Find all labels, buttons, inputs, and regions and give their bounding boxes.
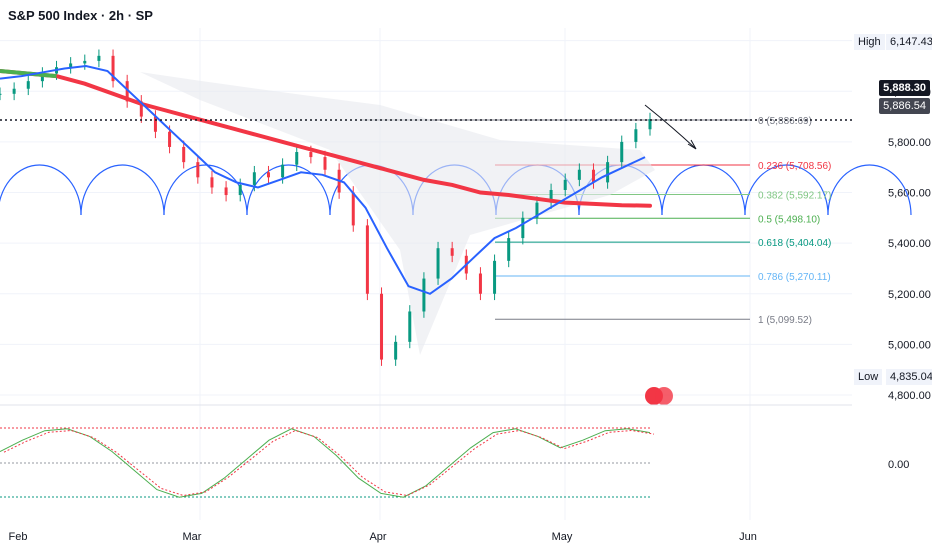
price-tick-label: 5,800.00: [888, 137, 931, 149]
candle-body: [535, 202, 539, 218]
cycle-arc: [744, 164, 829, 216]
candle-body: [12, 88, 16, 94]
candle-body: [238, 184, 242, 196]
time-axis-label: Jun: [739, 531, 757, 543]
time-axis-label: Feb: [9, 531, 28, 543]
time-axis-label: Mar: [183, 531, 202, 543]
oscillator-signal-line: [3, 429, 655, 497]
candle-body: [634, 129, 638, 142]
high-value: 6,147.43: [886, 34, 932, 50]
candle-body: [493, 260, 497, 294]
cycle-arc: [246, 164, 331, 216]
candle-body: [351, 192, 355, 226]
candle-body: [323, 157, 327, 170]
price-tick-label: 5,200.00: [888, 289, 931, 301]
candle-body: [111, 55, 115, 82]
short-moving-average: [0, 64, 646, 295]
candle-body: [69, 63, 73, 68]
candle-body: [26, 81, 30, 89]
candle-body: [97, 55, 101, 61]
projection-arrow: [644, 104, 696, 149]
candle-body: [380, 293, 384, 360]
candle-body: [281, 164, 285, 178]
fib-level-label: 0.618 (5,404.04): [758, 238, 831, 249]
fib-level-label: 1 (5,099.52): [758, 315, 812, 326]
candle-body: [295, 152, 299, 165]
candle-body: [196, 162, 200, 178]
candle-body: [153, 116, 157, 132]
cycle-arc: [80, 164, 165, 216]
candle-body: [365, 225, 369, 294]
low-label: Low: [854, 369, 883, 385]
candle-body: [507, 238, 511, 261]
projection-arrowhead: [687, 139, 697, 150]
time-axis-label: Apr: [369, 531, 386, 543]
candle-body: [125, 81, 129, 102]
last-price-tag: 5,888.30: [879, 80, 930, 96]
high-label: High: [854, 34, 885, 50]
long-moving-average: [0, 69, 652, 208]
candle-body: [450, 248, 454, 256]
oscillator-line: [0, 428, 651, 498]
osc-zero-label: 0.00: [888, 459, 909, 471]
fib-level-label: 0.236 (5,708.56): [758, 161, 831, 172]
candle-body: [422, 278, 426, 312]
cycle-arc: [0, 164, 82, 216]
price-tick-label: 5,600.00: [888, 188, 931, 200]
cycle-arc: [827, 164, 912, 216]
fib-level-label: 0.382 (5,592.17): [758, 190, 831, 201]
current-price-tag: 5,886.54: [879, 98, 930, 114]
cycle-arc: [163, 164, 248, 216]
candle-body: [83, 60, 87, 64]
us-flag-icon: [655, 387, 673, 405]
candle-body: [563, 179, 567, 190]
chart-title: S&P 500 Index · 2h · SP: [8, 8, 153, 23]
fib-level-label: 0 (5,886.69): [758, 116, 812, 127]
candle-body: [224, 187, 228, 196]
candle-body: [139, 101, 143, 117]
candle-body: [577, 169, 581, 180]
candle-body: [478, 273, 482, 294]
candle-body: [0, 93, 2, 95]
time-axis-label: May: [552, 531, 573, 543]
candle-body: [591, 169, 595, 183]
price-tick-label: 5,000.00: [888, 339, 931, 351]
candle-body: [436, 248, 440, 279]
candle-body: [408, 311, 412, 342]
candle-body: [168, 131, 172, 147]
candle-body: [648, 119, 652, 130]
candle-body: [521, 217, 525, 239]
candle-body: [252, 172, 256, 185]
cycle-arc: [661, 164, 746, 216]
price-tick-label: 4,800.00: [888, 390, 931, 402]
candle-body: [309, 152, 313, 158]
candle-body: [182, 146, 186, 163]
long-ma-up-segment: [0, 69, 57, 79]
candle-body: [394, 341, 398, 360]
fib-level-label: 0.5 (5,498.10): [758, 214, 820, 225]
price-tick-label: 5,400.00: [888, 238, 931, 250]
candle-body: [210, 177, 214, 188]
candle-body: [620, 141, 624, 163]
candle-body: [266, 172, 270, 178]
candle-body: [40, 73, 44, 82]
candle-body: [549, 189, 553, 203]
shaded-region: [140, 72, 655, 355]
low-value: 4,835.04: [886, 369, 932, 385]
candle-body: [606, 162, 610, 183]
fib-level-label: 0.786 (5,270.11): [758, 272, 831, 283]
